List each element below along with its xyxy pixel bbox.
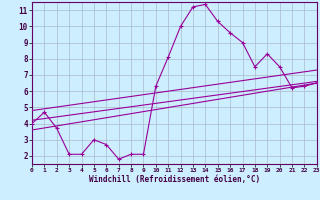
- X-axis label: Windchill (Refroidissement éolien,°C): Windchill (Refroidissement éolien,°C): [89, 175, 260, 184]
